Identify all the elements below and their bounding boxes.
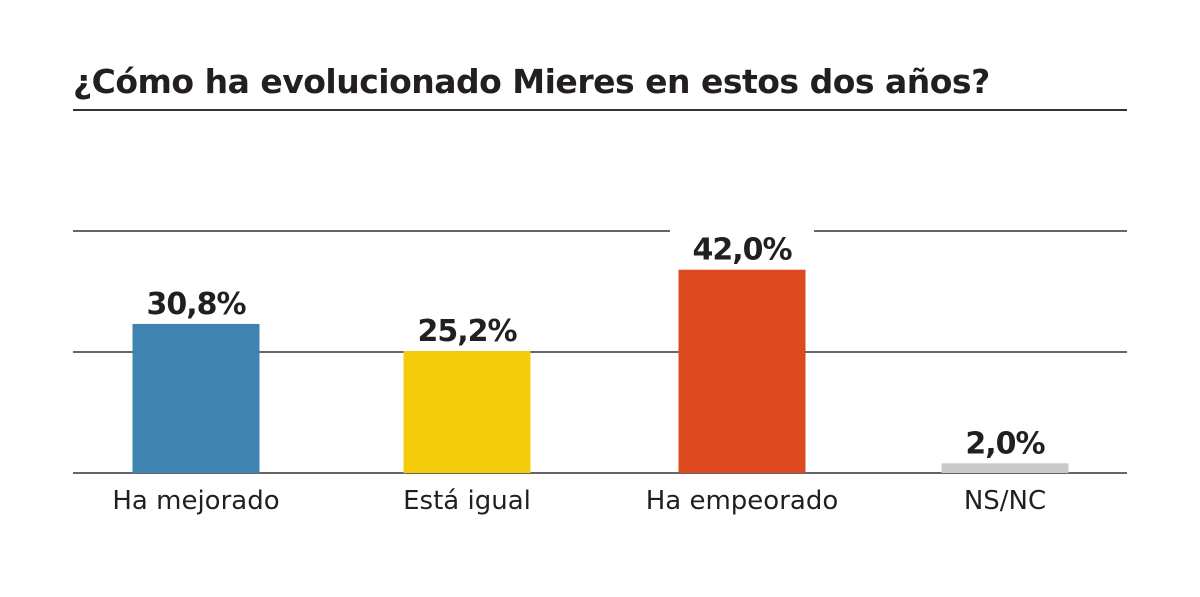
category-label: NS/NC (964, 486, 1046, 516)
category-label: Ha empeorado (646, 486, 839, 516)
bar-3 (941, 463, 1069, 473)
category-label: Ha mejorado (112, 486, 279, 516)
data-label: 42,0% (692, 233, 792, 268)
bar-2 (678, 269, 806, 473)
data-label-backing (933, 423, 1077, 460)
data-label: 2,0% (965, 426, 1045, 461)
bar-1 (403, 351, 531, 473)
data-label: 25,2% (417, 314, 517, 349)
title-divider (73, 109, 1127, 111)
bar-0 (132, 323, 260, 473)
data-label-backing (395, 311, 539, 348)
category-label: Está igual (403, 486, 531, 516)
data-label-backing (124, 283, 268, 320)
chart-title: ¿Cómo ha evolucionado Mieres en estos do… (73, 62, 990, 101)
data-label-backing (670, 229, 814, 266)
data-label: 30,8% (146, 287, 246, 322)
